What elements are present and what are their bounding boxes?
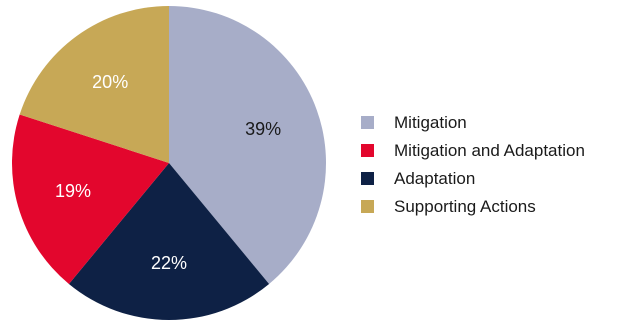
pie-slice-mitigation-and-adaptation bbox=[11, 114, 169, 284]
slice-label-mitigation: 39% bbox=[245, 119, 281, 139]
chart-legend: Mitigation Mitigation and Adaptation Adapt… bbox=[361, 113, 585, 216]
legend-label-adaptation: Adaptation bbox=[394, 169, 475, 188]
pie-slice-mitigation bbox=[169, 6, 327, 284]
legend-label-mitigation: Mitigation bbox=[394, 113, 467, 132]
legend-label-mitigation-and-adaptation: Mitigation and Adaptation bbox=[394, 141, 585, 160]
pie-slice-labels: 39% 22% 19% 20% bbox=[55, 72, 281, 273]
legend-swatch-mitigation bbox=[361, 116, 374, 129]
legend-swatch-mitigation-and-adaptation bbox=[361, 144, 374, 157]
legend-label-supporting-actions: Supporting Actions bbox=[394, 197, 536, 216]
legend-swatch-supporting-actions bbox=[361, 200, 374, 213]
slice-label-supporting-actions: 20% bbox=[92, 72, 128, 92]
legend-swatch-adaptation bbox=[361, 172, 374, 185]
slice-label-mitigation-and-adaptation: 19% bbox=[55, 181, 91, 201]
slice-label-adaptation: 22% bbox=[151, 253, 187, 273]
pie-slice-supporting-actions bbox=[19, 6, 170, 163]
pie-slices bbox=[11, 6, 327, 321]
pie-slice-adaptation bbox=[68, 163, 270, 321]
